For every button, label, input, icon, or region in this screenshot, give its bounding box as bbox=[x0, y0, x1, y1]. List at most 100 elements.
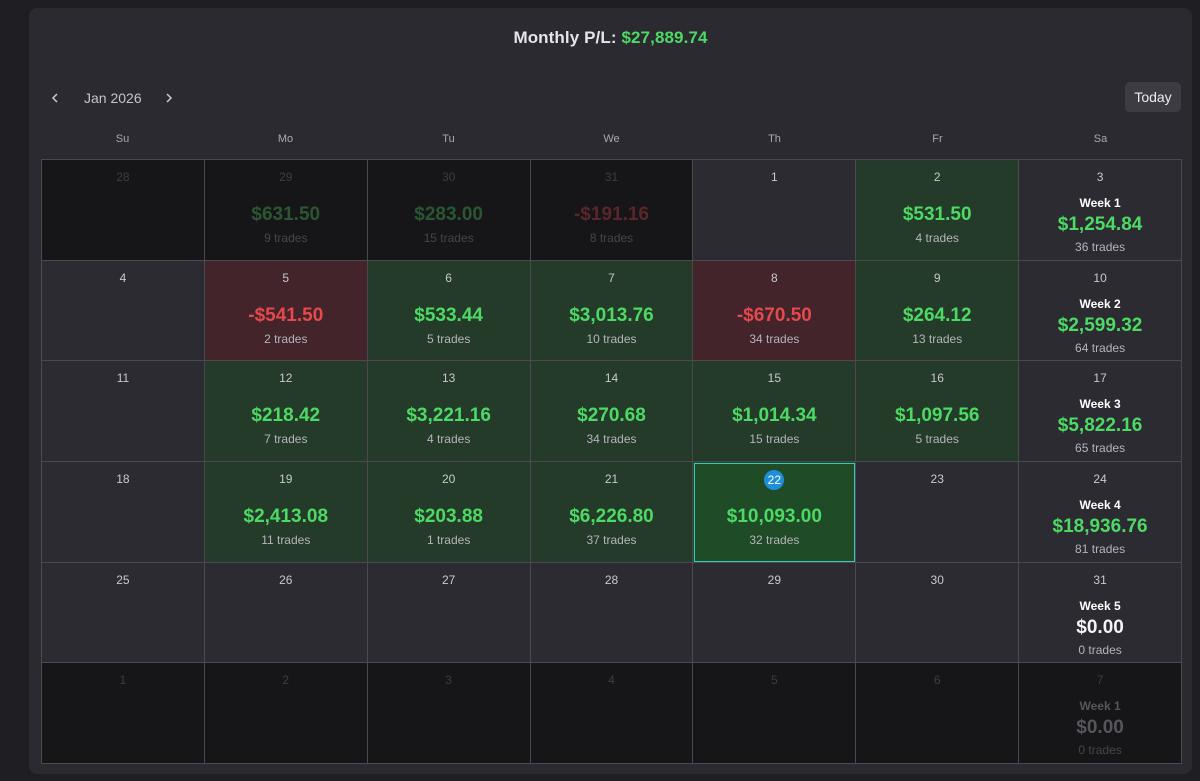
day-cell[interactable]: 1 bbox=[42, 663, 205, 764]
week-pl-amount: $5,822.16 bbox=[1057, 415, 1143, 437]
day-number: 31 bbox=[604, 170, 619, 184]
day-cell[interactable]: 7 $3,013.76 10 trades bbox=[530, 260, 694, 362]
day-cell[interactable]: 2 $531.50 4 trades bbox=[856, 160, 1020, 261]
week-summary-cell[interactable]: 7 Week 1 $0.00 0 trades bbox=[1019, 663, 1182, 764]
day-pl-amount: -$541.50 bbox=[248, 304, 324, 326]
weekday-th: Th bbox=[768, 133, 781, 145]
week-pl-amount: $0.00 bbox=[1076, 717, 1124, 739]
day-number: 24 bbox=[1093, 471, 1107, 486]
week-label: Week 1 bbox=[1079, 699, 1121, 714]
day-cell[interactable]: 21 $6,226.80 37 trades bbox=[530, 461, 694, 563]
day-cell[interactable]: 18 bbox=[42, 461, 205, 563]
day-cell[interactable]: 2 bbox=[204, 663, 368, 764]
day-trade-count: 13 trades bbox=[912, 331, 963, 346]
week-summary-cell[interactable]: 17 Week 3 $5,822.16 65 trades bbox=[1019, 361, 1182, 462]
week-label: Week 3 bbox=[1079, 397, 1121, 412]
day-cell[interactable]: 22 $10,093.00 32 trades bbox=[693, 461, 857, 563]
day-cell[interactable]: 6 bbox=[856, 663, 1020, 764]
next-month-button[interactable] bbox=[156, 87, 182, 109]
day-trade-count: 7 trades bbox=[264, 432, 308, 447]
day-trade-count: 1 trades bbox=[426, 532, 471, 547]
day-cell[interactable]: 5 -$541.50 2 trades bbox=[204, 260, 368, 362]
week-label: Week 4 bbox=[1079, 497, 1121, 512]
day-pl-amount: -$670.50 bbox=[736, 304, 812, 326]
week-pl-amount: $2,599.32 bbox=[1057, 314, 1143, 336]
calendar-panel: Monthly P/L: $27,889.74 Jan 2026 Today S… bbox=[29, 8, 1192, 774]
day-number: 5 bbox=[771, 673, 778, 688]
chevron-left-icon bbox=[51, 93, 58, 103]
day-trade-count: 32 trades bbox=[749, 532, 800, 547]
day-cell[interactable]: 28 bbox=[42, 160, 205, 261]
day-number: 21 bbox=[604, 471, 619, 486]
day-cell[interactable]: 30 bbox=[856, 562, 1020, 664]
day-pl-amount: $203.88 bbox=[414, 505, 483, 527]
day-number: 6 bbox=[933, 673, 941, 688]
day-pl-amount: $270.68 bbox=[577, 405, 646, 427]
day-number: 3 bbox=[445, 673, 452, 688]
day-pl-amount: $3,013.76 bbox=[569, 304, 654, 326]
day-number: 10 bbox=[1093, 270, 1107, 285]
day-trade-count: 11 trades bbox=[261, 532, 311, 547]
day-number: 9 bbox=[933, 270, 941, 285]
day-number: 17 bbox=[1093, 371, 1107, 386]
day-cell[interactable]: 28 bbox=[530, 562, 694, 664]
month-navigation: Jan 2026 bbox=[42, 87, 182, 109]
prev-month-button[interactable] bbox=[42, 87, 68, 109]
day-cell[interactable]: 8 -$670.50 34 trades bbox=[693, 260, 857, 362]
week-summary-cell[interactable]: 31 Week 5 $0.00 0 trades bbox=[1019, 562, 1182, 664]
day-cell[interactable]: 25 bbox=[42, 562, 205, 664]
day-number: 28 bbox=[116, 170, 130, 184]
day-trade-count: 34 trades bbox=[586, 432, 637, 447]
day-cell[interactable]: 14 $270.68 34 trades bbox=[530, 361, 694, 462]
week-summary-cell[interactable]: 10 Week 2 $2,599.32 64 trades bbox=[1019, 260, 1182, 362]
day-cell[interactable]: 31 -$191.16 8 trades bbox=[530, 160, 694, 261]
day-cell[interactable]: 29 $631.50 9 trades bbox=[204, 160, 368, 261]
today-button[interactable]: Today bbox=[1125, 82, 1181, 112]
day-number: 20 bbox=[441, 471, 456, 486]
day-number: 4 bbox=[608, 673, 615, 688]
day-cell[interactable]: 15 $1,014.34 15 trades bbox=[693, 361, 857, 462]
day-cell[interactable]: 19 $2,413.08 11 trades bbox=[204, 461, 368, 563]
day-cell[interactable]: 26 bbox=[204, 562, 368, 664]
day-number: 13 bbox=[441, 371, 456, 386]
weekday-tu: Tu bbox=[442, 133, 455, 145]
day-cell[interactable]: 4 bbox=[42, 260, 205, 362]
weekday-we: We bbox=[603, 133, 620, 145]
day-pl-amount: $218.42 bbox=[251, 405, 321, 427]
day-trade-count: 5 trades bbox=[426, 331, 471, 346]
day-cell[interactable]: 20 $203.88 1 trades bbox=[367, 461, 531, 563]
day-number: 29 bbox=[279, 170, 293, 184]
week-summary-cell[interactable]: 3 Week 1 $1,254.84 36 trades bbox=[1019, 160, 1182, 261]
day-number: 29 bbox=[767, 572, 782, 587]
day-cell[interactable]: 13 $3,221.16 4 trades bbox=[367, 361, 531, 462]
weekday-sa: Sa bbox=[1093, 133, 1108, 145]
day-cell[interactable]: 27 bbox=[367, 562, 531, 664]
chevron-right-icon bbox=[166, 93, 172, 103]
day-cell[interactable]: 29 bbox=[693, 562, 857, 664]
week-trade-count: 81 trades bbox=[1075, 541, 1126, 556]
day-trade-count: 4 trades bbox=[426, 432, 471, 447]
day-cell[interactable]: 11 bbox=[42, 361, 205, 462]
day-cell[interactable]: 9 $264.12 13 trades bbox=[856, 260, 1020, 362]
day-cell[interactable]: 30 $283.00 15 trades bbox=[367, 160, 531, 261]
week-pl-amount: $18,936.76 bbox=[1052, 515, 1148, 537]
day-cell[interactable]: 12 $218.42 7 trades bbox=[204, 361, 368, 462]
week-summary-cell[interactable]: 24 Week 4 $18,936.76 81 trades bbox=[1019, 461, 1182, 563]
day-trade-count: 5 trades bbox=[915, 432, 959, 447]
day-number: 8 bbox=[771, 270, 778, 285]
week-trade-count: 36 trades bbox=[1075, 240, 1126, 254]
week-trade-count: 64 trades bbox=[1075, 340, 1126, 355]
day-cell[interactable]: 23 bbox=[856, 461, 1020, 563]
day-cell[interactable]: 16 $1,097.56 5 trades bbox=[856, 361, 1020, 462]
day-cell[interactable]: 5 bbox=[693, 663, 857, 764]
day-cell[interactable]: 4 bbox=[530, 663, 694, 764]
day-cell[interactable]: 3 bbox=[367, 663, 531, 764]
day-number: 1 bbox=[119, 673, 127, 688]
day-cell[interactable]: 6 $533.44 5 trades bbox=[367, 260, 531, 362]
day-pl-amount: $1,014.34 bbox=[732, 405, 817, 427]
day-cell[interactable]: 1 bbox=[693, 160, 857, 261]
day-number: 19 bbox=[279, 471, 293, 486]
day-trade-count: 4 trades bbox=[915, 231, 959, 245]
day-number: 15 bbox=[767, 371, 782, 386]
week-label: Week 5 bbox=[1079, 598, 1121, 613]
